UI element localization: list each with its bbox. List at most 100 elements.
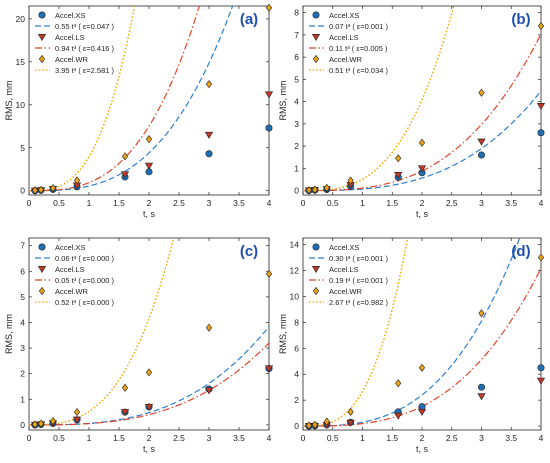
y-tick-label: 3 (20, 343, 25, 353)
x-tick-label: 1 (360, 198, 365, 208)
panel-label: (c) (240, 243, 258, 260)
x-tick-label: 0.5 (327, 433, 339, 443)
x-axis-label: t, s (416, 209, 429, 219)
legend-label: Accel.XS (55, 11, 85, 20)
y-tick-label: 3 (294, 119, 299, 129)
legend-fit-label: 0.55 t³ ( ε=0.047 ) (55, 22, 115, 31)
x-tick-label: 1.5 (113, 198, 125, 208)
x-tick-label: 3 (479, 433, 484, 443)
legend-fit-label: 0.30 t³ ( ε=0.001 ) (329, 254, 389, 263)
legend-label: Accel.WR (329, 287, 363, 296)
x-tick-label: 2.5 (446, 198, 458, 208)
legend-fit-label: 0.52 t³ ( ε=0.000 ) (55, 298, 115, 307)
legend-marker-xs (39, 244, 45, 250)
x-tick-label: 3.5 (233, 433, 245, 443)
legend-fit-label: 0.05 t³ ( ε=0.000 ) (55, 276, 115, 285)
x-tick-label: 3.5 (505, 433, 517, 443)
y-tick-label: 20 (16, 14, 26, 24)
x-tick-label: 2.5 (173, 433, 185, 443)
legend-marker-xs (313, 244, 319, 250)
legend-label: Accel.WR (329, 55, 363, 64)
y-tick-label: 4 (294, 369, 299, 379)
legend-fit-label: 0.19 t³ ( ε=0.001 ) (329, 276, 389, 285)
y-tick-label: 0 (20, 186, 25, 196)
y-axis-label: RMS, mm (278, 314, 288, 354)
y-tick-label: 10 (290, 291, 300, 301)
y-tick-label: 8 (294, 317, 299, 327)
y-tick-label: 6 (20, 266, 25, 276)
legend-fit-label: 0.11 t³ ( ε=0.005 ) (329, 44, 388, 53)
x-tick-label: 0.5 (53, 433, 65, 443)
x-tick-label: 2 (420, 198, 425, 208)
point-xs (538, 130, 544, 136)
y-tick-label: 0 (294, 186, 299, 196)
legend-fit-label: 0.94 t³ ( ε=0.416 ) (55, 44, 115, 53)
x-tick-label: 4 (267, 433, 272, 443)
x-tick-label: 2 (147, 433, 152, 443)
y-tick-label: 2 (294, 141, 299, 151)
point-xs (206, 151, 212, 157)
x-tick-label: 2 (420, 433, 425, 443)
x-axis-label: t, s (143, 209, 156, 219)
legend-fit-label: 2.67 t³ ( ε=0.982 ) (329, 298, 389, 307)
chart-panel-1: 0 0.5 1 1.5 2 2.5 3 3.5 4t, s05101520RMS, mmAcce… (4, 0, 273, 219)
panel-label: (d) (511, 243, 530, 260)
y-axis-label: RMS, mm (4, 314, 14, 354)
y-tick-label: 7 (20, 241, 25, 251)
legend-fit-label: 0.06 t³ ( ε=0.000 ) (55, 254, 115, 263)
chart-panel-2: 0 0.5 1 1.5 2 2.5 3 3.5 4t, s012345678RMS, mmAcc… (278, 0, 545, 219)
y-axis-label: RMS, mm (278, 81, 288, 121)
y-tick-label: 6 (294, 343, 299, 353)
y-tick-label: 0 (294, 421, 299, 431)
x-tick-label: 1 (87, 198, 92, 208)
legend-fit-label: 0.51 t³ ( ε=0.034 ) (329, 66, 389, 75)
y-tick-label: 2 (294, 395, 299, 405)
y-tick-label: 0 (20, 420, 25, 430)
point-xs (538, 365, 544, 371)
x-tick-label: 0 (301, 198, 306, 208)
legend-label: Accel.WR (55, 55, 89, 64)
y-tick-label: 10 (16, 100, 26, 110)
x-tick-label: 1 (360, 433, 365, 443)
y-tick-label: 1 (20, 394, 25, 404)
y-tick-label: 5 (20, 292, 25, 302)
legend-label: Accel.LS (329, 265, 359, 274)
y-tick-label: 6 (294, 52, 299, 62)
x-tick-label: 0.5 (53, 198, 65, 208)
y-tick-label: 5 (20, 143, 25, 153)
legend-label: Accel.XS (329, 11, 359, 20)
legend-label: Accel.LS (55, 33, 85, 42)
y-tick-label: 5 (294, 74, 299, 84)
y-tick-label: 14 (290, 239, 300, 249)
x-tick-label: 3 (479, 198, 484, 208)
legend-marker-xs (39, 12, 45, 18)
x-tick-label: 1.5 (113, 433, 125, 443)
y-tick-label: 2 (20, 369, 25, 379)
x-tick-label: 1.5 (386, 433, 398, 443)
x-tick-label: 3 (207, 433, 212, 443)
x-tick-label: 3 (207, 198, 212, 208)
x-tick-label: 0 (27, 433, 32, 443)
x-tick-label: 2.5 (446, 433, 458, 443)
x-tick-label: 0 (301, 433, 306, 443)
legend-fit-label: 3.95 t³ ( ε=2.581 ) (55, 66, 115, 75)
x-tick-label: 4 (539, 433, 544, 443)
x-tick-label: 0 (27, 198, 32, 208)
legend-label: Accel.WR (55, 287, 89, 296)
x-tick-label: 3.5 (505, 198, 517, 208)
x-tick-label: 3.5 (233, 198, 245, 208)
x-tick-label: 4 (539, 198, 544, 208)
panel-label: (a) (240, 11, 258, 28)
x-tick-label: 0.5 (327, 198, 339, 208)
y-tick-label: 8 (294, 8, 299, 18)
y-tick-label: 7 (294, 30, 299, 40)
y-tick-label: 15 (16, 57, 26, 67)
legend-fit-label: 0.07 t³ ( ε=0.001 ) (329, 22, 389, 31)
legend-marker-xs (313, 12, 319, 18)
y-tick-label: 12 (290, 265, 300, 275)
x-tick-label: 2.5 (173, 198, 185, 208)
point-xs (266, 125, 272, 131)
point-xs (478, 384, 484, 390)
x-tick-label: 2 (147, 198, 152, 208)
x-axis-label: t, s (143, 444, 156, 454)
